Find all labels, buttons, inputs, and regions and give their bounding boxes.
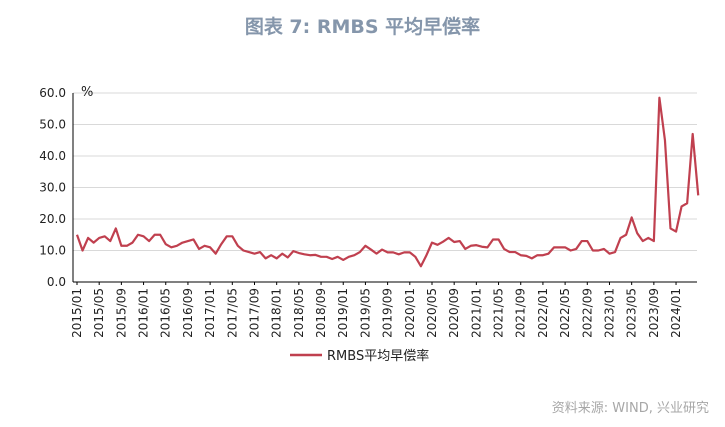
x-tick-label: 2018/05	[292, 288, 306, 338]
x-tick-label: 2018/09	[314, 288, 328, 338]
x-tick-label: 2016/05	[159, 288, 173, 338]
y-tick-label: 40.0	[39, 149, 66, 163]
x-tick-label: 2015/09	[114, 288, 128, 338]
x-tick-label: 2017/05	[225, 288, 239, 338]
y-tick-label: 60.0	[39, 86, 66, 100]
y-tick-label: 0.0	[47, 275, 66, 289]
x-tick-label: 2019/05	[358, 288, 372, 338]
series-line	[75, 96, 700, 268]
axis-layer	[72, 93, 697, 285]
chart-title: 图表 7: RMBS 平均早偿率	[244, 16, 481, 38]
y-tick-label: 50.0	[39, 118, 66, 132]
x-tick-labels: 2015/01 2015/05 2015/09 2016/01 2016/05 2016/…	[70, 288, 683, 338]
series-layer	[75, 96, 700, 268]
x-tick-label: 2022/01	[536, 288, 550, 338]
x-tick-label: 2022/09	[580, 288, 594, 338]
legend: RMBS平均早偿率	[290, 348, 429, 364]
x-tick-label: 2021/05	[492, 288, 506, 338]
x-tick-label: 2022/05	[558, 288, 572, 338]
x-tick-label: 2016/09	[181, 288, 195, 338]
x-tick-label: 2015/01	[70, 288, 84, 338]
y-tick-labels: 0.0 10.0 20.0 30.0 40.0 50.0 60.0	[39, 86, 66, 289]
y-tick-label: 30.0	[39, 181, 66, 195]
source-note: 资料来源: WIND, 兴业研究	[551, 401, 709, 416]
x-tick-label: 2024/01	[669, 288, 683, 338]
x-tick-label: 2021/09	[514, 288, 528, 338]
x-tick-label: 2015/05	[92, 288, 106, 338]
x-tick-label: 2019/01	[336, 288, 350, 338]
x-tick-label: 2020/05	[425, 288, 439, 338]
grid-layer	[73, 92, 697, 251]
x-tick-label: 2023/09	[647, 288, 661, 338]
x-tick-label: 2018/01	[270, 288, 284, 338]
y-unit-label: %	[81, 85, 93, 100]
x-tick-label: 2016/01	[137, 288, 151, 338]
x-tick-label: 2021/01	[469, 288, 483, 338]
x-tick-label: 2020/01	[403, 288, 417, 338]
x-tick-label: 2019/09	[381, 288, 395, 338]
y-tick-label: 20.0	[39, 212, 66, 226]
x-tick-label: 2023/01	[602, 288, 616, 338]
y-tick-label: 10.0	[39, 244, 66, 258]
x-tick-label: 2017/09	[247, 288, 261, 338]
x-tick-label: 2023/05	[625, 288, 639, 338]
x-tick-label: 2020/09	[447, 288, 461, 338]
legend-label: RMBS平均早偿率	[327, 348, 429, 364]
x-tick-label: 2017/01	[203, 288, 217, 338]
